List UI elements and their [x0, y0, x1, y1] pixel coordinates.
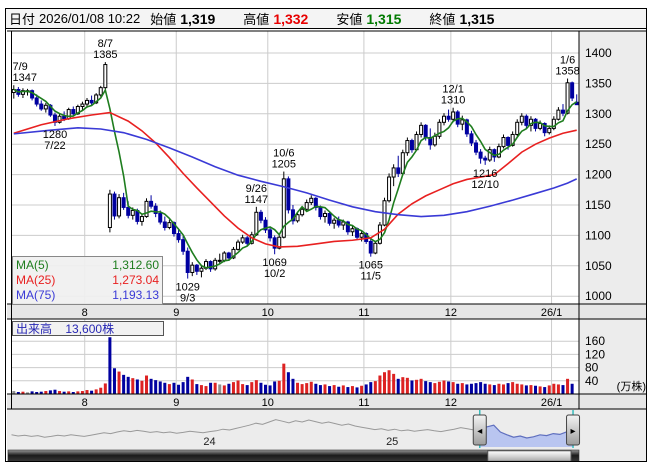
price-tick-label: 1400: [585, 46, 612, 60]
candles-layer: [11, 62, 579, 279]
grid-layer: 1400135013001250120011501100105010001601…: [11, 31, 646, 409]
svg-text:11/5: 11/5: [360, 271, 381, 283]
price-tick-label: 1300: [585, 107, 612, 121]
ma25-line: [13, 111, 577, 248]
volume-unit-label: (万株): [617, 379, 646, 393]
open-label: 始値: [150, 12, 177, 27]
high-value: 1,332: [273, 10, 309, 27]
quote-header: 日付 2026/01/08 10:22 始値 1,319 高値 1,332 安値…: [6, 9, 646, 29]
navigator-selection[interactable]: [479, 425, 574, 447]
svg-text:1029: 1029: [175, 282, 199, 294]
ma25-legend-row: MA(25) 1,273.04: [16, 273, 159, 288]
scrollbar-track[interactable]: [7, 449, 580, 461]
open-value: 1,319: [180, 10, 216, 27]
price-tick-label: 1050: [585, 259, 612, 273]
month-label: 9: [173, 307, 179, 319]
price-tick-label: 1150: [585, 198, 611, 212]
date-label: 日付: [9, 12, 36, 27]
ma5-label: MA(5): [16, 258, 49, 272]
chart-canvas: 1400135013001250120011501100105010001601…: [7, 30, 646, 461]
volume-value: 13,600株: [65, 322, 115, 336]
navigator-selection-line: [480, 424, 574, 439]
price-tick-label: 1350: [585, 76, 612, 90]
navigator-left-handle[interactable]: [472, 414, 487, 446]
svg-text:1065: 1065: [359, 260, 383, 272]
month-axis-strip: [7, 304, 646, 319]
svg-text:1280: 1280: [43, 129, 67, 141]
navigator-curve: [11, 419, 481, 438]
svg-text:7/9: 7/9: [13, 61, 28, 73]
ma5-line: [13, 87, 578, 269]
svg-text:12/1: 12/1: [442, 84, 463, 96]
volume-month-label: 11: [358, 397, 369, 409]
volume-tick-label: 160: [585, 334, 605, 348]
navigator-left-arrow-icon: ◂: [477, 426, 482, 437]
navigator-right-arrow-icon: ▸: [571, 426, 576, 437]
ma5-legend-row: MA(5) 1,312.60: [16, 258, 159, 273]
volume-month-label: 10: [262, 397, 274, 409]
svg-text:9/3: 9/3: [180, 293, 195, 305]
volume-month-label: 8: [82, 397, 88, 409]
frame-borders: [7, 30, 646, 410]
svg-text:1385: 1385: [93, 49, 117, 61]
price-tick-label: 1100: [585, 228, 611, 242]
svg-text:1205: 1205: [272, 159, 296, 171]
ma75-value: 1,193.13: [112, 288, 159, 302]
price-tick-label: 1200: [585, 168, 612, 182]
volume-tick-label: 120: [585, 347, 605, 361]
ma-legend: MA(5) 1,312.60 MA(25) 1,273.04 MA(75) 1,…: [12, 256, 163, 305]
svg-text:9/26: 9/26: [246, 183, 267, 195]
volume-axis-panel: [579, 319, 646, 394]
close-value: 1,315: [459, 10, 495, 27]
volume-bars-layer: [12, 337, 579, 395]
volume-month-label: 12: [445, 397, 457, 409]
volume-month-label: 26/1: [541, 397, 562, 409]
low-label: 安値: [336, 12, 363, 27]
svg-text:1310: 1310: [441, 95, 465, 107]
month-label: 26/1: [541, 307, 562, 319]
ma5-value: 1,312.60: [112, 258, 159, 272]
scrollbar-thumb[interactable]: [487, 450, 572, 461]
price-axis-panel: [579, 31, 646, 304]
navigator-right-handle[interactable]: [566, 414, 581, 446]
month-label: 10: [262, 307, 274, 319]
volume-header: 出来高 13,600株: [12, 321, 164, 336]
stock-chart-widget: 日付 2026/01/08 10:22 始値 1,319 高値 1,332 安値…: [5, 8, 647, 462]
svg-text:1/6: 1/6: [560, 55, 575, 67]
svg-text:10/6: 10/6: [273, 148, 294, 160]
price-tick-label: 1250: [585, 137, 612, 151]
volume-tick-label: 80: [585, 361, 599, 375]
svg-text:1358: 1358: [555, 66, 579, 78]
ma75-label: MA(75): [16, 288, 56, 302]
volume-month-strip: [7, 394, 646, 409]
navigator-year-label: 25: [386, 436, 398, 448]
volume-tick-label: 40: [585, 374, 599, 388]
volume-month-label: 9: [173, 397, 179, 409]
month-label: 11: [358, 307, 369, 319]
ma25-label: MA(25): [16, 273, 56, 287]
low-value: 1,315: [366, 10, 402, 27]
high-label: 高値: [243, 12, 270, 27]
svg-text:10/2: 10/2: [264, 268, 285, 280]
svg-text:12/10: 12/10: [471, 179, 499, 191]
navigator-year-label: 24: [203, 436, 215, 448]
close-label: 終値: [429, 12, 456, 27]
svg-text:1216: 1216: [473, 168, 497, 180]
svg-text:1347: 1347: [13, 72, 37, 84]
month-label: 8: [82, 307, 88, 319]
svg-text:8/7: 8/7: [98, 38, 113, 50]
price-tick-label: 1000: [585, 289, 612, 303]
svg-text:1147: 1147: [245, 194, 269, 206]
date-value: 2026/01/08 10:22: [39, 11, 141, 26]
volume-label: 出来高: [16, 322, 53, 336]
ma25-value: 1,273.04: [112, 273, 159, 287]
ma75-line: [13, 126, 578, 218]
month-label: 12: [445, 307, 457, 319]
ma75-legend-row: MA(75) 1,193.13: [16, 288, 159, 303]
svg-text:7/22: 7/22: [44, 140, 65, 152]
svg-text:1069: 1069: [262, 257, 286, 269]
